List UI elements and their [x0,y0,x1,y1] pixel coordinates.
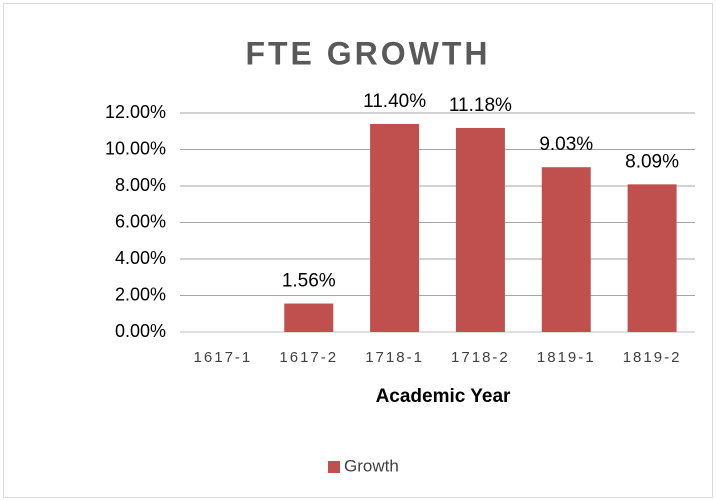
data-label: 9.03% [539,134,593,155]
y-tick-label: 10.00% [105,138,166,158]
data-label: 11.40% [363,91,426,112]
bar [370,123,420,332]
x-tick-label: 1718-1 [365,349,424,366]
x-tick-label: 1617-1 [194,349,253,366]
x-tick-label: 1718-2 [451,349,510,366]
bar [541,167,591,332]
x-tick-label: 1819-1 [537,349,596,366]
bar [627,184,677,332]
y-tick-label: 6.00% [115,211,166,231]
y-tick-label: 4.00% [115,248,166,268]
legend-label: Growth [344,456,399,475]
data-label: 1.56% [282,271,336,292]
legend-swatch [328,461,340,473]
x-tick-label: 1819-2 [623,349,682,366]
data-label: 11.18% [449,95,512,116]
y-tick-label: 0.00% [115,321,166,341]
bar [455,127,505,332]
chart-border [3,3,713,498]
bar [284,303,334,332]
x-axis-title: Academic Year [376,386,511,407]
y-tick-label: 12.00% [105,102,166,122]
data-label: 8.09% [625,151,679,172]
chart-title: FTE GROWTH [245,35,490,71]
y-tick-label: 8.00% [115,175,166,195]
y-tick-label: 2.00% [115,284,166,304]
x-tick-label: 1617-2 [279,349,338,366]
